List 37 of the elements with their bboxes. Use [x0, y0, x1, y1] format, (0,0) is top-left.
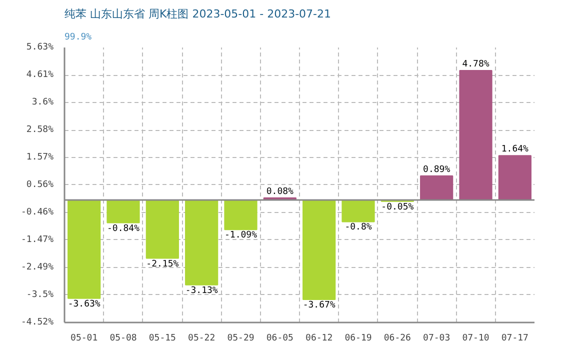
y-tick-label: 2.58% [26, 125, 54, 136]
y-tick-label: 4.61% [26, 70, 54, 80]
x-tick-label: 06-26 [384, 334, 411, 344]
x-tick-label: 05-01 [70, 334, 98, 344]
x-tick-label: 06-05 [266, 334, 294, 344]
data-label: 1.64% [501, 144, 530, 155]
data-label: -2.15% [146, 259, 180, 270]
data-label: -1.09% [224, 230, 258, 241]
y-tick-label: -3.5% [26, 290, 54, 300]
x-tick-label: 07-03 [423, 334, 450, 344]
data-label: 0.89% [423, 164, 451, 175]
x-tick-label: 05-29 [227, 334, 254, 344]
x-tick-label: 07-10 [462, 334, 490, 344]
y-tick-label: 0.56% [26, 180, 54, 190]
x-tick-label: 06-19 [344, 334, 372, 344]
x-tick-label: 05-22 [188, 334, 216, 344]
y-tick-label: 3.6% [32, 98, 54, 108]
data-label: -3.67% [302, 300, 336, 310]
y-tick-label: -4.52% [20, 318, 54, 328]
x-tick-label: 07-17 [501, 334, 528, 344]
data-label: -3.63% [68, 299, 101, 310]
data-label: 0.08% [266, 186, 294, 197]
chart-subtitle: 99.9% [64, 32, 92, 42]
y-tick-label: 5.63% [26, 42, 54, 52]
data-label: -3.13% [185, 286, 218, 296]
chart-title: 纯苯 山东山东省 周K柱图 2023-05-01 - 2023-07-21 [64, 8, 332, 20]
x-tick-label: 05-15 [148, 334, 176, 344]
y-tick-label: -0.46% [20, 208, 54, 218]
y-tick-label: 1.57% [26, 152, 54, 162]
data-label: -0.84% [106, 224, 140, 234]
data-label: -0.8% [344, 222, 372, 233]
data-label: 4.78% [462, 60, 490, 70]
y-tick-label: -2.49% [20, 262, 54, 272]
x-tick-label: 05-08 [110, 334, 137, 344]
data-label: -0.05% [381, 202, 414, 212]
x-tick-label: 06-12 [306, 334, 333, 344]
y-tick-label: -1.47% [20, 234, 54, 245]
